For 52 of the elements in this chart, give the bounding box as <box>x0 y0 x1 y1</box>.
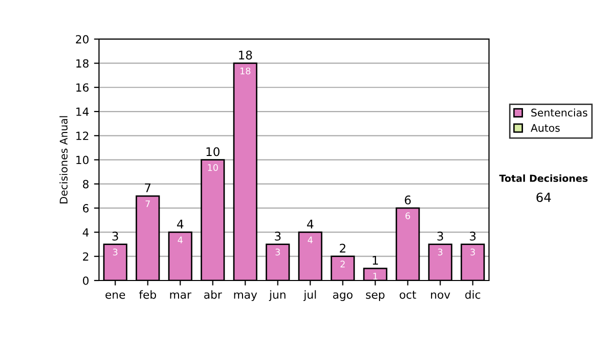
total-label: 1 <box>372 256 378 265</box>
total-label: 6 <box>404 195 411 204</box>
data-label: 7 <box>146 200 150 208</box>
y-axis-title: Decisiones Anual <box>60 116 68 204</box>
data-label: 4 <box>178 236 183 244</box>
x-tick-label: abr <box>204 290 222 299</box>
total-label: 2 <box>340 244 346 253</box>
y-tick-label: 4 <box>82 228 89 236</box>
data-label: 2 <box>340 260 345 268</box>
x-tick-label: may <box>234 292 258 301</box>
x-tick-label: jun <box>268 290 286 301</box>
total-label: 10 <box>206 147 220 156</box>
data-label: 3 <box>438 248 442 256</box>
data-label: 3 <box>113 248 118 256</box>
legend-label: Autos <box>530 124 560 132</box>
total-label: 4 <box>307 220 314 228</box>
y-tick-label: 0 <box>82 276 89 285</box>
y-tick-label: 16 <box>76 83 89 92</box>
x-tick-label: sep <box>366 292 384 301</box>
total-label: 3 <box>437 232 444 241</box>
y-tick-label: 18 <box>76 59 89 68</box>
legend-label: Sentencias <box>531 108 588 117</box>
total-label: 18 <box>239 50 252 60</box>
x-tick-label: oct <box>400 290 416 299</box>
x-tick-label: nov <box>431 292 450 299</box>
data-label: 1 <box>373 272 378 280</box>
text: 64 <box>536 192 551 202</box>
data-label: 3 <box>276 248 280 256</box>
data-label: 6 <box>406 212 410 220</box>
total-label: 3 <box>112 232 118 241</box>
data-label: 18 <box>240 68 250 74</box>
x-tick-label: ago <box>333 292 352 301</box>
y-tick-label: 12 <box>76 132 88 140</box>
total-label: 7 <box>144 184 150 192</box>
x-tick-label: feb <box>139 290 156 299</box>
data-label: 3 <box>470 248 475 256</box>
y-tick-label: 20 <box>76 35 89 44</box>
y-tick-label: 6 <box>82 204 89 212</box>
y-tick-label: 8 <box>82 180 89 188</box>
x-tick-label: ene <box>106 292 126 299</box>
total-label: 3 <box>274 232 281 241</box>
total-label: 3 <box>470 232 476 241</box>
y-tick-label: 14 <box>76 108 89 116</box>
total-label: 4 <box>177 220 184 228</box>
x-tick-label: dic <box>465 290 480 299</box>
x-tick-label: mar <box>170 292 192 299</box>
data-label: 10 <box>208 164 218 171</box>
x-tick-label: jul <box>303 290 316 301</box>
y-tick-label: 2 <box>83 252 88 261</box>
text: Total Decisiones <box>499 174 588 182</box>
data-label: 4 <box>308 236 313 244</box>
y-tick-label: 10 <box>76 156 89 164</box>
